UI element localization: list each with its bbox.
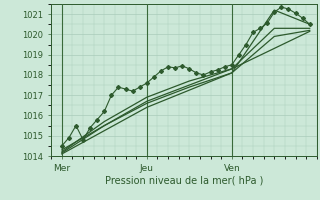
- X-axis label: Pression niveau de la mer( hPa ): Pression niveau de la mer( hPa ): [105, 175, 263, 185]
